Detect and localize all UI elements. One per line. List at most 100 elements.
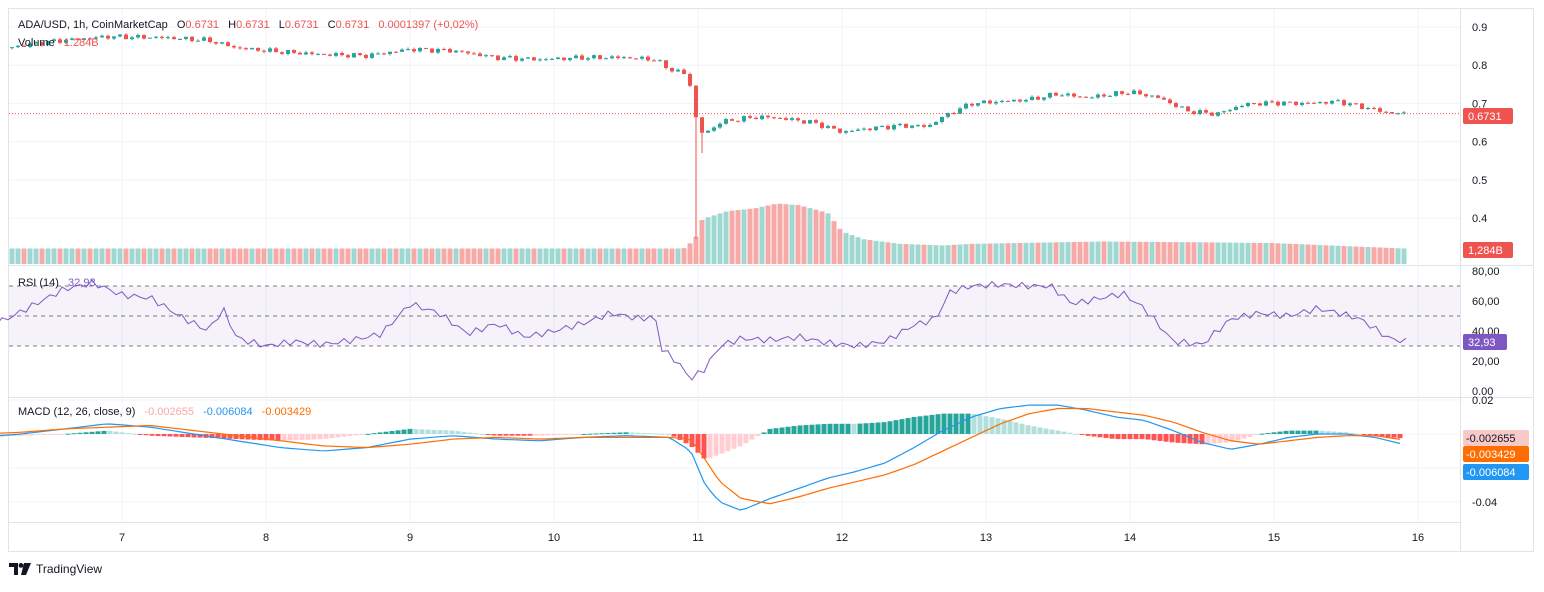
macd-hist-bar [437,430,443,434]
volume-bar [321,248,327,264]
volume-bar [417,248,423,264]
volume-bar [1215,242,1221,264]
candle-body [730,119,734,121]
candle-body [664,60,668,68]
volume-bar [837,228,843,264]
candle-body [964,103,968,109]
volume-bar [1401,248,1407,264]
rsi-tick-label: 80,00 [1472,266,1500,278]
macd-hist-bar [947,413,953,434]
macd-hist-bar [59,434,65,435]
candle-body [1318,101,1322,103]
volume-bar [531,248,537,264]
volume-bar [363,248,369,264]
candle-body [358,53,362,56]
candle-body [100,35,104,38]
candle-body [772,117,776,119]
volume-bar [1365,247,1371,264]
candle-body [1276,101,1280,106]
macd-tick-label: -0.04 [1472,497,1497,509]
macd-hist-bar [233,434,239,440]
candle-body [364,55,368,58]
candle-body [1342,100,1346,106]
macd-hist-bar [119,432,125,434]
candle-body [1012,99,1016,102]
candle-body [520,58,524,61]
volume-bar [183,248,189,264]
candle-body [184,36,188,39]
volume-bar [81,248,87,264]
volume-bar [267,248,273,264]
macd-hist-bar [1211,434,1217,444]
volume-bar [1293,243,1299,264]
macd-hist-bar [251,434,257,440]
macd-hist-bar [1019,423,1025,434]
volume-bar [33,248,39,264]
tradingview-brand[interactable]: TradingView [9,562,102,576]
candle-body [490,55,494,57]
macd-hist-bar [413,429,419,434]
candle-body [436,48,440,53]
candle-body [1162,97,1166,100]
macd-hist-bar [41,434,47,435]
macd-hist-bar [1295,430,1301,434]
candle-body [400,49,404,52]
volume-bar [1299,244,1305,264]
legend-rsi: RSI (14) 32,93 [18,277,96,289]
macd-hist-bar [587,433,593,435]
volume-bar [645,248,651,264]
volume-bar [51,248,57,264]
volume-bar [195,248,201,264]
volume-bar [177,248,183,264]
volume-bar [117,248,123,264]
volume-bar [717,213,723,264]
macd-hist-bar [1079,434,1085,435]
volume-bar [633,248,639,264]
macd-hist-bar [959,413,965,434]
volume-bar [741,209,747,264]
volume-bar [1371,247,1377,264]
volume-bar [1317,245,1323,264]
volume-bar [1191,242,1197,264]
price-tick-label: 0.4 [1472,213,1487,225]
volume-bar [1089,241,1095,264]
candle-body [1150,95,1154,97]
macd-hist-bar [1031,426,1037,434]
volume-bar [573,248,579,264]
macd-hist-bar [929,414,935,434]
legend-l-label: L [279,19,285,31]
macd-hist-bar [1325,431,1331,434]
candle-body [178,38,182,40]
volume-bar [909,244,915,264]
candle-body [256,47,260,51]
macd-hist-bar [227,434,233,439]
volume-bar [231,248,237,264]
macd-hist-bar [155,434,161,436]
macd-hist-bar [479,434,485,435]
candle-body [856,129,860,131]
candle-body [610,56,614,59]
volume-bar [207,248,213,264]
candle-body [868,128,872,131]
candle-body [1360,103,1364,110]
macd-hist-bar [713,434,719,456]
macd-hist-bar [755,434,761,436]
candle-body [262,50,266,52]
macd-hist-bar [767,428,773,434]
volume-bar [249,248,255,264]
macd-hist-bar [857,423,863,434]
candle-body [658,60,662,62]
volume-bar [795,205,801,264]
candle-body [1186,106,1190,112]
candle-body [322,53,326,55]
macd-hist-bar [845,423,851,434]
macd-hist-bar [1259,433,1265,435]
volume-bar [963,244,969,264]
macd-hist-bar [1055,430,1061,434]
macd-hist-bar [1367,434,1373,436]
legend-volume-label: Volume [18,37,55,49]
candle-body [1018,99,1022,102]
volume-bar [1029,242,1035,264]
volume-bar [1197,242,1203,264]
